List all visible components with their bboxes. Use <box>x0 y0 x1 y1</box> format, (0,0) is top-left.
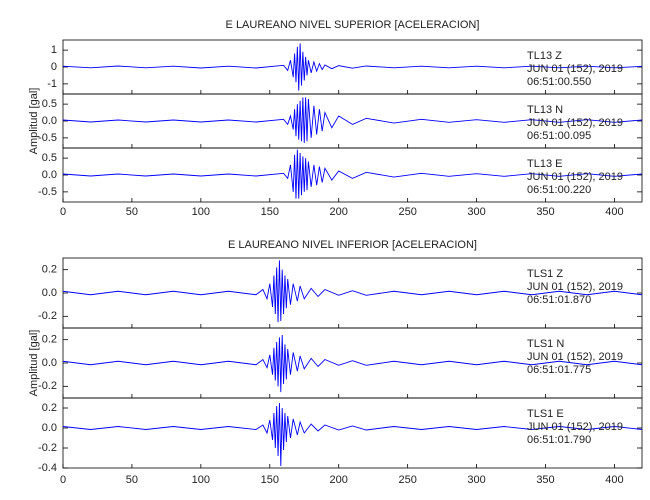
y-tick-label: 0 <box>51 61 57 73</box>
x-tick-label: 200 <box>330 474 348 486</box>
waveform <box>62 43 643 91</box>
y-tick-label: -0.2 <box>38 310 57 322</box>
date-label: JUN 01 (152), 2019 <box>527 421 623 433</box>
date-label: JUN 01 (152), 2019 <box>527 63 623 75</box>
waveform <box>62 97 643 143</box>
time-label: 06:51:01.790 <box>527 434 591 446</box>
time-label: 06:51:00.095 <box>527 130 591 142</box>
x-tick-label: 350 <box>536 474 554 486</box>
x-tick-label: 50 <box>126 474 138 486</box>
x-tick-label: 300 <box>467 474 485 486</box>
station-label: TL13 E <box>527 158 562 170</box>
time-label: 06:51:01.870 <box>527 294 591 306</box>
station-label: TLS1 N <box>527 338 564 350</box>
y-tick-label: 0.0 <box>42 287 57 299</box>
y-tick-label: 0.0 <box>42 169 57 181</box>
date-label: JUN 01 (152), 2019 <box>527 117 623 129</box>
station-label: TLS1 E <box>527 408 564 420</box>
time-label: 06:51:00.220 <box>527 184 591 196</box>
y-tick-label: 0.0 <box>42 115 57 127</box>
panel-title: E LAUREANO NIVEL INFERIOR [ACELERACION] <box>228 239 477 251</box>
date-label: JUN 01 (152), 2019 <box>527 351 623 363</box>
y-tick-label: 0.5 <box>42 98 57 110</box>
station-label: TL13 N <box>527 104 563 116</box>
subplot-frame <box>62 397 643 469</box>
x-tick-label: 50 <box>126 206 138 218</box>
y-tick-label: -0.2 <box>38 442 57 454</box>
x-tick-label: 200 <box>330 206 348 218</box>
y-axis-label: Amplitud [gal] <box>28 88 40 155</box>
x-tick-label: 350 <box>536 206 554 218</box>
x-tick-label: 250 <box>398 474 416 486</box>
x-tick-label: 150 <box>261 474 279 486</box>
station-label: TL13 Z <box>527 50 562 62</box>
y-tick-label: 0.2 <box>42 334 57 346</box>
station-label: TLS1 Z <box>527 268 563 280</box>
waveform <box>62 260 643 323</box>
y-tick-label: -0.5 <box>38 132 57 144</box>
x-tick-label: 100 <box>192 206 210 218</box>
y-axis-label: Amplitud [gal] <box>28 330 40 397</box>
date-label: JUN 01 (152), 2019 <box>527 281 623 293</box>
y-tick-label: 1 <box>51 44 57 56</box>
y-tick-label: -0.4 <box>38 462 57 474</box>
time-label: 06:51:00.550 <box>527 76 591 88</box>
y-tick-label: -1 <box>47 78 57 90</box>
time-label: 06:51:01.775 <box>527 364 591 376</box>
x-tick-label: 300 <box>467 206 485 218</box>
waveform <box>62 402 643 467</box>
y-tick-label: 0.0 <box>42 357 57 369</box>
y-tick-label: 0.2 <box>42 264 57 276</box>
x-tick-label: 400 <box>605 206 623 218</box>
y-tick-label: 0.0 <box>42 422 57 434</box>
waveform <box>62 334 643 393</box>
x-tick-label: 0 <box>60 474 66 486</box>
y-tick-label: 0.2 <box>42 402 57 414</box>
panel-title: E LAUREANO NIVEL SUPERIOR [ACELERACION] <box>226 19 480 31</box>
y-tick-label: -0.2 <box>38 380 57 392</box>
x-tick-label: 400 <box>605 474 623 486</box>
y-tick-label: 0.5 <box>42 152 57 164</box>
date-label: JUN 01 (152), 2019 <box>527 171 623 183</box>
x-tick-label: 250 <box>398 206 416 218</box>
waveform <box>62 149 643 199</box>
x-tick-label: 150 <box>261 206 279 218</box>
x-tick-label: 0 <box>60 206 66 218</box>
x-tick-label: 100 <box>192 474 210 486</box>
y-tick-label: -0.5 <box>38 186 57 198</box>
